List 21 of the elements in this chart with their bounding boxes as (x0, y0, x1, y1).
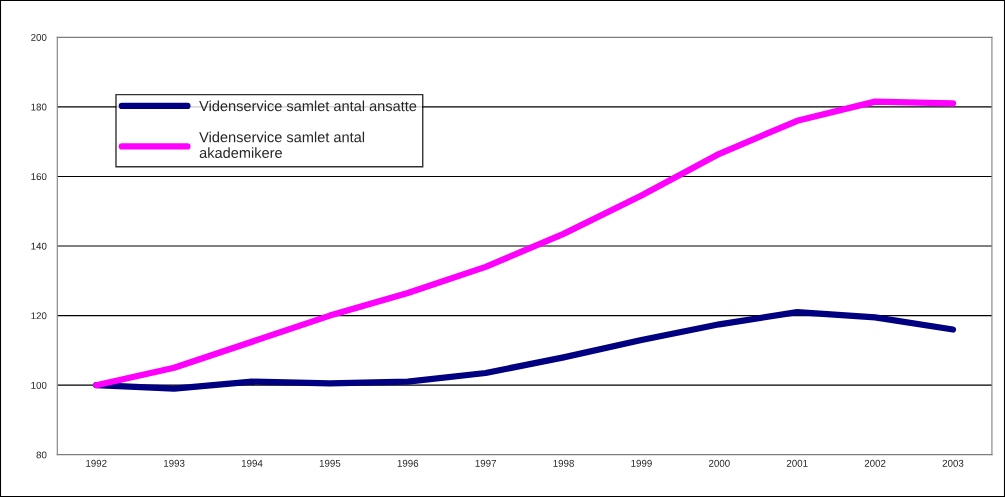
x-tick-label: 2002 (864, 459, 886, 467)
y-tick-label: 180 (31, 103, 47, 111)
x-tick-label: 1996 (397, 459, 419, 467)
y-tick-label: 100 (31, 381, 47, 389)
y-tick-label: 80 (36, 451, 47, 459)
x-tick-label: 1995 (319, 459, 341, 467)
x-tick-label: 1999 (631, 459, 652, 467)
x-tick-label: 2003 (942, 459, 964, 467)
y-tick-label: 140 (31, 242, 47, 250)
legend-label: Videnservice samlet antal ansatte (199, 100, 417, 112)
x-tick-label: 2000 (709, 459, 730, 467)
legend-label: Videnservice samlet antal akademikere (199, 131, 365, 159)
x-tick-label: 2001 (786, 459, 808, 467)
x-tick-label: 1992 (86, 459, 107, 467)
y-tick-label: 200 (31, 34, 47, 41)
x-tick-label: 1993 (164, 459, 185, 467)
x-tick-label: 1998 (553, 459, 574, 467)
x-tick-label: 1997 (475, 459, 496, 467)
y-tick-label: 120 (31, 312, 47, 320)
y-tick-label: 160 (31, 173, 47, 181)
x-tick-label: 1994 (241, 459, 263, 467)
